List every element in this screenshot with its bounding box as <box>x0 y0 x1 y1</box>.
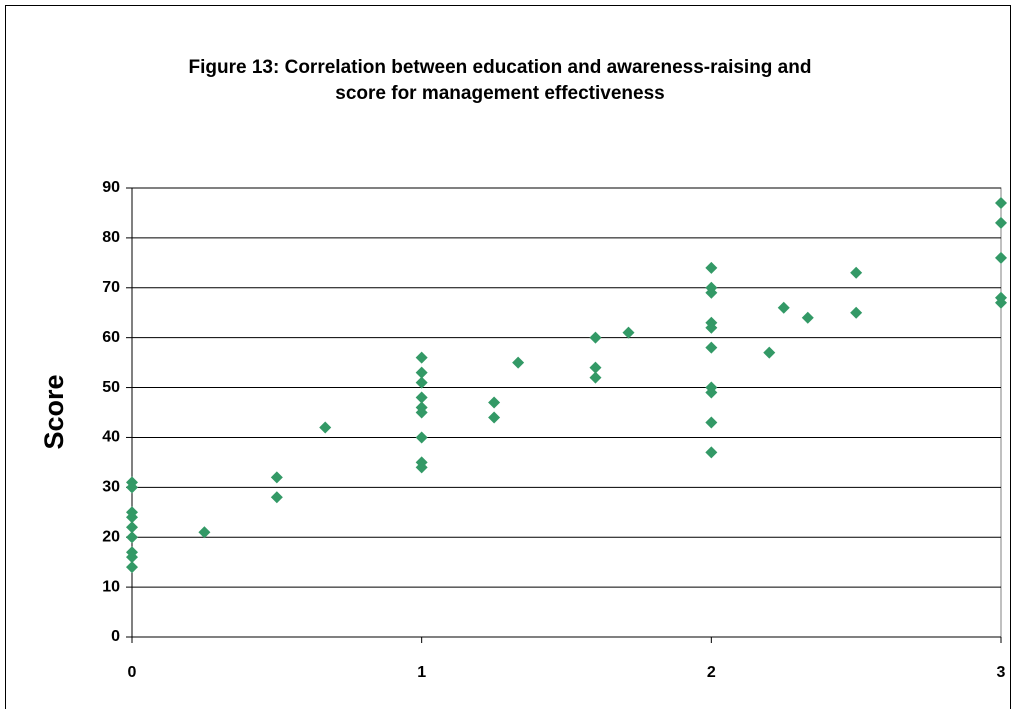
point <box>270 491 283 504</box>
point <box>995 216 1007 229</box>
point <box>126 511 138 524</box>
point <box>319 421 332 434</box>
point <box>512 356 525 369</box>
point <box>126 531 138 544</box>
point <box>126 521 138 534</box>
point <box>763 346 776 359</box>
point <box>850 266 863 279</box>
y-tick-label: 10 <box>102 578 120 595</box>
point <box>415 376 428 389</box>
y-tick-label: 30 <box>102 479 120 496</box>
point <box>415 406 428 419</box>
point <box>705 386 718 399</box>
point <box>777 301 790 314</box>
point <box>705 416 718 429</box>
point <box>995 251 1007 264</box>
x-tick-label: 2 <box>707 664 716 681</box>
point <box>705 341 718 354</box>
point <box>126 481 138 494</box>
y-tick-label: 60 <box>102 329 120 346</box>
point <box>488 411 501 424</box>
point <box>415 366 428 379</box>
point <box>589 371 602 384</box>
point <box>995 196 1007 209</box>
y-tick-label: 0 <box>111 628 120 645</box>
point <box>415 351 428 364</box>
point <box>488 396 501 409</box>
point <box>126 551 138 564</box>
point <box>270 471 283 484</box>
y-tick-label: 70 <box>102 279 120 296</box>
y-tick-label: 50 <box>102 379 120 396</box>
point <box>705 321 718 334</box>
point <box>850 306 863 319</box>
point <box>415 461 428 474</box>
y-tick-label: 20 <box>102 528 120 545</box>
y-axis-label: Score <box>39 374 69 449</box>
point <box>801 311 814 324</box>
chart-border <box>5 5 1011 709</box>
point <box>705 286 718 299</box>
point <box>415 431 428 444</box>
point <box>995 296 1007 309</box>
y-tick-label: 40 <box>102 429 120 446</box>
y-tick-label: 90 <box>102 179 120 196</box>
point <box>589 331 602 344</box>
y-tick-label: 80 <box>102 229 120 246</box>
point <box>622 326 635 339</box>
point <box>126 561 138 574</box>
point <box>705 261 718 274</box>
point <box>415 391 428 404</box>
x-tick-label: 3 <box>997 664 1006 681</box>
x-tick-label: 1 <box>417 664 426 681</box>
chart-title: score for management effectiveness <box>335 83 664 104</box>
point <box>198 526 211 539</box>
point <box>705 446 718 459</box>
chart-title: Figure 13: Correlation between education… <box>189 57 812 78</box>
x-tick-label: 0 <box>128 664 137 681</box>
point <box>589 361 602 374</box>
